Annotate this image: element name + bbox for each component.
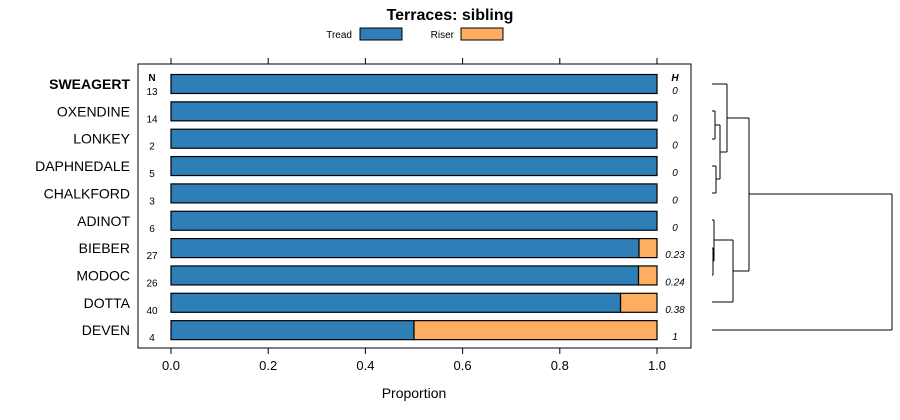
row-label: CHALKFORD xyxy=(44,185,130,201)
n-value: 26 xyxy=(146,278,158,289)
bar-row: CHALKFORD 3 0 xyxy=(44,183,678,207)
bar-row: ADINOT 6 0 xyxy=(77,210,678,235)
row-label: DAPHNEDALE xyxy=(35,158,130,174)
n-value: 5 xyxy=(149,169,155,180)
bar-row: DEVEN 4 1 xyxy=(82,320,678,344)
legend-label-riser: Riser xyxy=(431,30,455,41)
n-value: 4 xyxy=(149,333,155,344)
bar-segment-tread xyxy=(170,183,658,204)
x-tick-label: 0.6 xyxy=(454,358,472,373)
legend: Tread Riser xyxy=(326,27,504,41)
bar-segment-riser xyxy=(619,292,658,313)
x-axis: 0.0 0.2 0.4 0.6 0.8 1.0 xyxy=(162,348,666,373)
n-value: 14 xyxy=(146,114,158,125)
n-value: 2 xyxy=(149,142,155,153)
bar-segment-tread xyxy=(170,265,640,286)
bar-segment-tread xyxy=(170,101,658,122)
bar-segment-tread xyxy=(170,210,658,231)
chart-title: Terraces: sibling xyxy=(387,7,514,24)
h-value: 0.24 xyxy=(665,277,685,288)
row-label: MODOC xyxy=(76,267,130,283)
h-value: 0.23 xyxy=(665,250,685,261)
bar-row: MODOC 26 0.24 xyxy=(76,265,685,289)
bar-row: SWEAGERT 13 0 xyxy=(49,73,678,98)
x-axis-label: Proportion xyxy=(382,385,447,401)
h-value: 0 xyxy=(672,168,678,179)
bar-row: DOTTA 40 0.38 xyxy=(84,292,685,317)
x-tick-label: 1.0 xyxy=(648,358,666,373)
bar-segment-riser xyxy=(638,238,658,259)
bar-segment-tread xyxy=(170,73,658,95)
bar-segment-tread xyxy=(170,292,622,313)
row-label: SWEAGERT xyxy=(49,76,130,92)
row-label: DOTTA xyxy=(84,295,131,311)
plot-panel xyxy=(137,63,692,349)
row-label: BIEBER xyxy=(79,240,130,256)
x-tick-label: 0.0 xyxy=(162,358,180,373)
bar-segment-tread xyxy=(170,320,415,341)
n-value: 27 xyxy=(146,251,158,262)
bar-segment-riser xyxy=(637,265,658,286)
n-value: 13 xyxy=(146,87,158,98)
h-value: 1 xyxy=(672,332,678,343)
h-column-header: H xyxy=(671,73,679,84)
legend-swatch-tread xyxy=(359,27,403,41)
h-value: 0 xyxy=(672,86,678,97)
h-value: 0 xyxy=(672,113,678,124)
h-value: 0 xyxy=(672,223,678,234)
x-tick-label: 0.2 xyxy=(259,358,277,373)
bar-row: DAPHNEDALE 5 0 xyxy=(35,155,678,180)
bar-row: LONKEY 2 0 xyxy=(73,128,678,153)
bar-row: OXENDINE 14 0 xyxy=(57,101,678,125)
legend-label-tread: Tread xyxy=(326,30,352,41)
top-axis-ticks xyxy=(170,58,658,64)
h-value: 0 xyxy=(672,195,678,206)
row-label: DEVEN xyxy=(82,322,130,338)
bar-segment-riser xyxy=(413,320,658,341)
dendrogram xyxy=(712,83,893,331)
bar-row: BIEBER 27 0.23 xyxy=(79,238,685,262)
bar-segment-tread xyxy=(170,128,658,149)
row-label: OXENDINE xyxy=(57,103,130,119)
x-tick-label: 0.8 xyxy=(551,358,569,373)
x-tick-label: 0.4 xyxy=(356,358,374,373)
row-label: LONKEY xyxy=(73,131,130,147)
n-column-header: N xyxy=(148,73,155,84)
bar-segment-tread xyxy=(170,238,640,259)
bar-segment-tread xyxy=(170,155,658,177)
legend-swatch-riser xyxy=(460,27,504,41)
n-value: 6 xyxy=(149,224,155,235)
h-value: 0 xyxy=(672,141,678,152)
n-value: 3 xyxy=(149,196,155,207)
row-label: ADINOT xyxy=(77,213,130,229)
h-value: 0.38 xyxy=(665,305,685,316)
n-value: 40 xyxy=(146,306,158,317)
